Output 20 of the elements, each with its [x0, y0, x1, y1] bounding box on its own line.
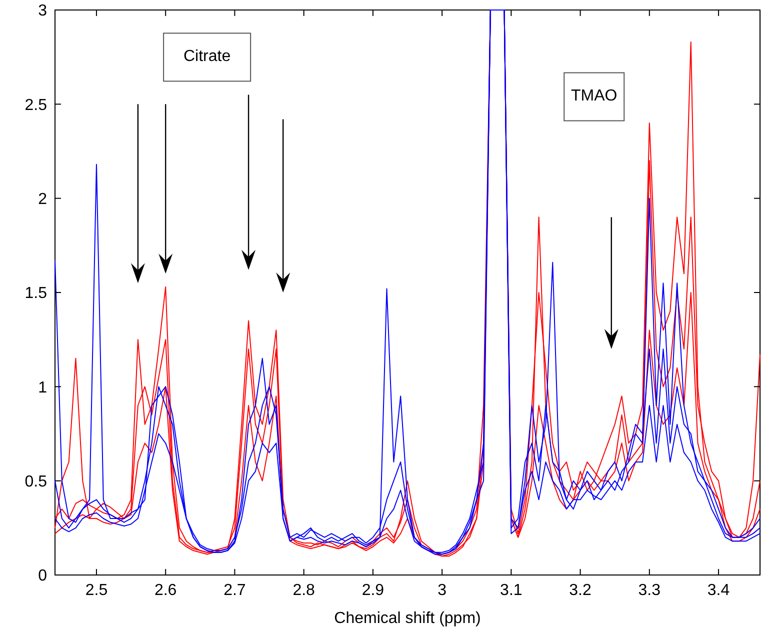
x-tick-label: 2.7 [224, 582, 246, 599]
x-tick-label: 3.3 [638, 582, 661, 599]
x-tick-label: 3.4 [707, 582, 730, 599]
x-axis-title: Chemical shift (ppm) [334, 610, 481, 627]
y-tick-label: 0.5 [24, 473, 48, 490]
x-tick-label: 2.6 [154, 582, 177, 599]
x-tick-label: 3.1 [500, 582, 522, 599]
x-tick-label: 3 [438, 582, 447, 599]
y-tick-label: 2 [38, 190, 48, 208]
x-tick-label: 3.2 [569, 582, 592, 599]
x-tick-label: 2.9 [362, 582, 384, 599]
x-tick-label: 2.5 [85, 582, 108, 599]
y-tick-label: 3 [38, 2, 48, 20]
y-tick-label: 2.5 [24, 96, 48, 114]
annotation: TMAO [571, 87, 618, 104]
y-tick-label: 1.5 [24, 285, 48, 302]
x-tick-label: 2.8 [292, 582, 316, 599]
y-tick-label: 0 [38, 568, 48, 585]
y-tick-label: 1 [38, 379, 48, 396]
annotation: Citrate [183, 48, 231, 65]
